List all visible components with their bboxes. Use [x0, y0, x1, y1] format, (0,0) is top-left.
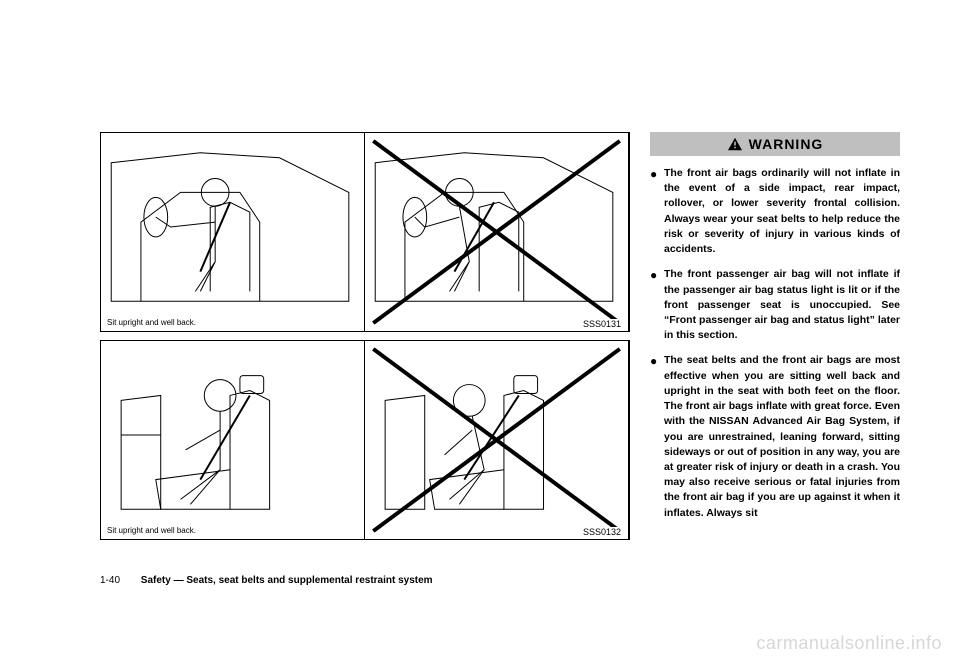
figure-panel-correct: Sit upright and well back. — [101, 341, 365, 539]
warning-heading: WARNING — [650, 132, 900, 156]
warning-bullet: ● The seat belts and the front air bags … — [650, 353, 900, 520]
driver-upright-diagram — [101, 133, 364, 331]
passenger-leaning-diagram-crossed — [365, 341, 628, 539]
driver-leaning-diagram-crossed — [365, 133, 628, 331]
warning-column: WARNING ● The front air bags ordinarily … — [650, 132, 900, 562]
warning-bullet-text: The front air bags ordinarily will not i… — [664, 166, 900, 257]
figure-sss0132: Sit upright and well back. — [100, 340, 630, 540]
figure-panel-correct: Sit upright and well back. — [101, 133, 365, 331]
figure-sss0131: Sit upright and well back. — [100, 132, 630, 332]
warning-bullet-text: The front passenger air bag will not inf… — [664, 267, 900, 343]
warning-triangle-icon — [727, 137, 743, 151]
figure-caption: Sit upright and well back. — [107, 526, 196, 535]
manual-page: Sit upright and well back. — [0, 0, 960, 664]
figure-caption: Sit upright and well back. — [107, 318, 196, 327]
bullet-dot-icon: ● — [650, 166, 664, 257]
warning-body: ● The front air bags ordinarily will not… — [650, 156, 900, 521]
figure-panel-incorrect — [365, 133, 629, 331]
page-number: 1-40 — [100, 575, 138, 586]
page-footer: 1-40 Safety — Seats, seat belts and supp… — [100, 575, 433, 586]
content-row: Sit upright and well back. — [100, 132, 910, 562]
watermark-text: carmanualsonline.info — [756, 633, 942, 654]
passenger-upright-diagram — [101, 341, 364, 539]
warning-heading-text: WARNING — [749, 136, 824, 152]
figure-code: SSS0131 — [581, 319, 623, 329]
bullet-dot-icon: ● — [650, 267, 664, 343]
section-title: Safety — Seats, seat belts and supplemen… — [141, 575, 433, 586]
warning-bullet: ● The front passenger air bag will not i… — [650, 267, 900, 343]
figure-code: SSS0132 — [581, 527, 623, 537]
bullet-dot-icon: ● — [650, 353, 664, 520]
warning-bullet: ● The front air bags ordinarily will not… — [650, 166, 900, 257]
warning-bullet-text: The seat belts and the front air bags ar… — [664, 353, 900, 520]
figure-panel-incorrect — [365, 341, 629, 539]
figures-column: Sit upright and well back. — [100, 132, 630, 562]
